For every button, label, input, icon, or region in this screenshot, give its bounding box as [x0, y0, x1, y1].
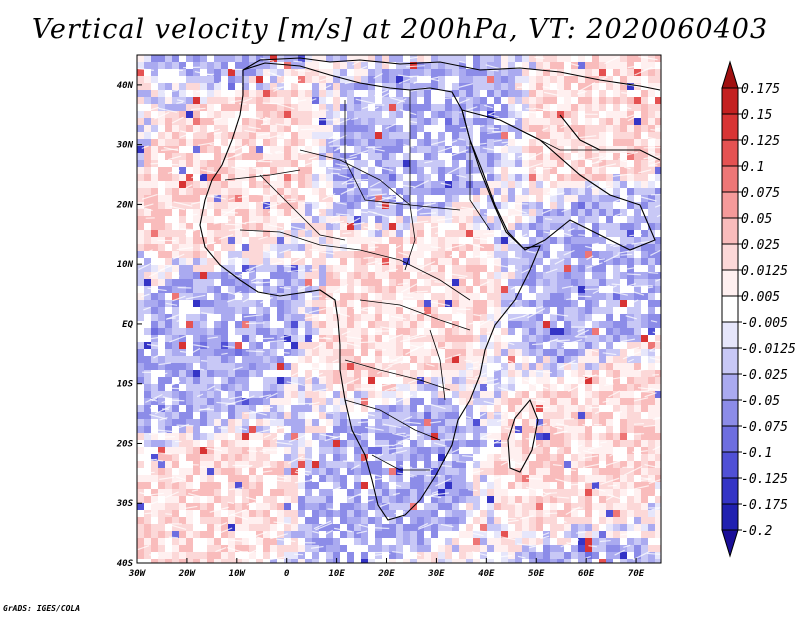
axis-labels: 30W 20W 10W 0 10E 20E 30E 40E 50E 60E 70E 40N 30N 20N…	[116, 81, 645, 579]
colorbar-label: 0.05	[741, 212, 772, 227]
colorbar-label: 0.175	[741, 82, 780, 97]
colorbar-label: 0.15	[741, 108, 772, 123]
colorbar-swatch	[721, 425, 739, 453]
colorbar-swatch	[721, 87, 739, 115]
europe-coastline	[242, 57, 661, 91]
colorbar-label: -0.005	[741, 316, 788, 331]
colorbar-label: 0.075	[741, 186, 780, 201]
africa-coastline	[199, 62, 541, 521]
lon-tick-label: 70E	[628, 569, 645, 579]
colorbar-label: -0.125	[741, 472, 788, 487]
colorbar-label: -0.2	[741, 524, 772, 539]
colorbar-label: -0.0125	[741, 342, 796, 357]
colorbar-label: 0.125	[741, 134, 780, 149]
colorbar-label: 0.1	[741, 160, 764, 175]
grads-credit: GrADS: IGES/COLA	[3, 604, 81, 613]
lon-tick-label: 20W	[178, 569, 197, 579]
colorbar-label: -0.025	[741, 368, 788, 383]
colorbar-swatch	[721, 139, 739, 167]
lat-tick-label: 10N	[117, 260, 134, 270]
colorbar-swatch	[721, 295, 739, 323]
coastlines	[199, 57, 661, 521]
lon-tick-label: 50E	[528, 569, 545, 579]
colorbar-label: 0.0125	[741, 264, 788, 279]
colorbar-swatch	[721, 477, 739, 505]
lon-tick-label: 10E	[328, 569, 345, 579]
map-title: Vertical velocity [m/s] at 200hPa, VT: 2…	[31, 14, 769, 45]
lon-tick-label: 30W	[128, 569, 147, 579]
lat-tick-label: EQ	[122, 320, 133, 330]
colorbar-swatch	[721, 321, 739, 349]
lon-tick-label: 60E	[578, 569, 595, 579]
arabia-coastline	[461, 109, 656, 251]
colorbar-label: -0.175	[741, 498, 788, 513]
colorbar-swatch	[721, 217, 739, 245]
velocity-field	[137, 55, 661, 563]
colorbar-label: -0.1	[741, 446, 772, 461]
lon-tick-label: 30E	[427, 569, 445, 579]
lat-tick-label: 20S	[116, 439, 134, 449]
lon-tick-label: 10W	[229, 569, 247, 579]
axis-ticks	[136, 84, 637, 564]
colorbar-label: 0.005	[741, 290, 780, 305]
colorbar-swatch	[721, 165, 739, 193]
lat-tick-label: 30N	[116, 141, 134, 151]
madagascar-coastline	[507, 398, 539, 473]
colorbar-swatch	[721, 451, 739, 479]
colorbar-swatch	[721, 269, 739, 297]
colorbar-label: -0.05	[741, 394, 780, 409]
lon-tick-label: 0	[284, 569, 290, 579]
colorbar-swatch	[721, 503, 739, 531]
lat-tick-label: 30S	[116, 499, 134, 509]
lat-tick-label: 20N	[116, 200, 134, 210]
colorbar-swatch	[721, 347, 739, 375]
lon-tick-label: 40E	[478, 569, 495, 579]
lon-tick-label: 20E	[377, 569, 395, 579]
colorbar-swatch	[721, 243, 739, 271]
country-borders	[224, 90, 600, 471]
colorbar-top-arrow	[721, 60, 739, 89]
plot-frame	[136, 54, 662, 564]
lat-tick-label: 40S	[117, 559, 134, 569]
colorbar-label: 0.025	[741, 238, 780, 253]
lat-tick-label: 10S	[117, 380, 134, 390]
colorbar-swatch	[721, 399, 739, 427]
colorbar-bottom-arrow	[721, 529, 739, 558]
colorbar: 0.175 0.15 0.125 0.1 0.075 0.05 0.025 0.0125 0.0…	[721, 60, 796, 558]
colorbar-swatch	[721, 113, 739, 141]
colorbar-swatch	[721, 191, 739, 219]
lat-tick-label: 40N	[117, 81, 134, 91]
colorbar-swatch	[721, 373, 739, 401]
colorbar-label: -0.075	[741, 420, 788, 435]
